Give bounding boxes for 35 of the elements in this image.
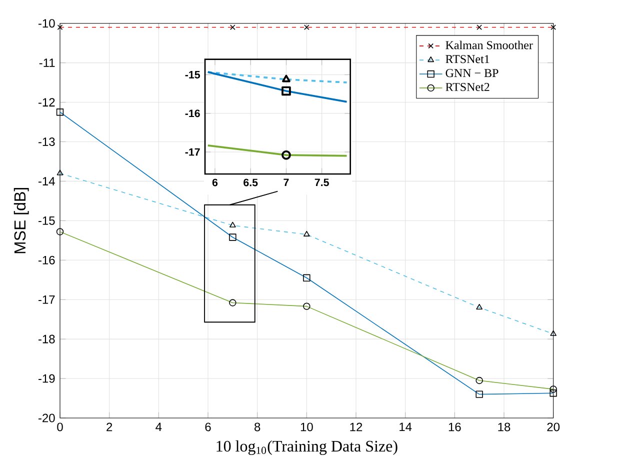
y-tick-label: -14	[38, 177, 55, 186]
x-tick-label: 2	[106, 422, 112, 432]
y-tick-label: -19	[38, 374, 55, 383]
x-tick-label: 4	[156, 422, 162, 431]
y-tick-label: -10	[38, 19, 55, 28]
x-tick-label: 14	[400, 422, 412, 431]
x-tick-label: 0	[57, 422, 63, 432]
x-tick-label: 20	[547, 422, 560, 432]
y-tick-label: -15	[38, 216, 55, 225]
x-axis-title: 10 log$_{10}$(Training Data Size)	[216, 440, 398, 455]
x-tick-label: 12	[350, 422, 362, 432]
x-tick-label: 6	[205, 422, 211, 432]
legend-label: RTSNet2	[446, 82, 490, 92]
y-tick-label: -20	[38, 414, 55, 422]
x-tick-label: 7.5	[314, 178, 329, 186]
y-tick-label: -13	[38, 137, 55, 146]
x-tick-label: 8	[254, 422, 260, 432]
legend-label: GNN − BP	[446, 69, 498, 78]
y-tick-label: -17	[38, 295, 55, 304]
y-tick-label: -18	[38, 334, 55, 344]
x-tick-label: 6	[212, 178, 218, 186]
x-tick-label: 6.5	[244, 178, 258, 186]
y-tick-label: -16	[185, 110, 200, 118]
legend-label: RTSNet1	[446, 55, 490, 64]
x-tick-label: 10	[300, 422, 313, 432]
x-tick-label: 16	[448, 422, 461, 432]
y-tick-label: -15	[185, 71, 200, 78]
x-tick-label: 7	[284, 178, 289, 186]
y-tick-label: -11	[39, 58, 55, 67]
y-tick-label: -17	[185, 148, 200, 156]
y-axis-title: MSE [dB]	[14, 188, 29, 254]
y-tick-label: -12	[38, 98, 55, 106]
legend-label: Kalman Smoother	[446, 40, 533, 50]
y-tick-label: -16	[38, 256, 55, 264]
x-tick-label: 18	[498, 422, 510, 432]
